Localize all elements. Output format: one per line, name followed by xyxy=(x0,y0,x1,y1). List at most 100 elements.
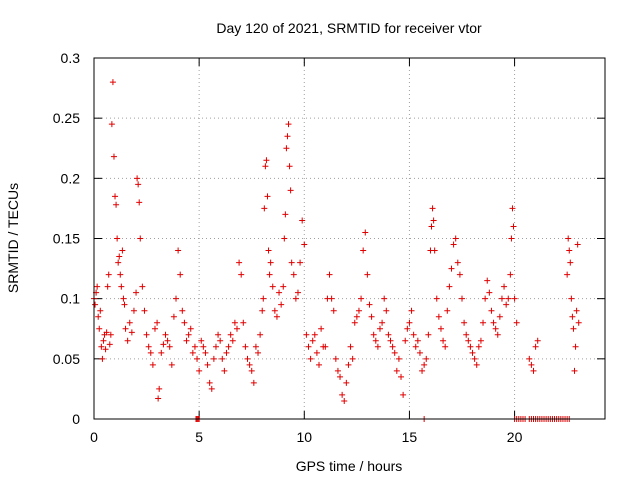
data-point xyxy=(265,247,272,254)
data-point xyxy=(286,163,293,170)
points-layer xyxy=(91,79,582,422)
data-point xyxy=(160,341,167,348)
data-point xyxy=(501,283,508,290)
data-point xyxy=(486,289,493,296)
data-point xyxy=(508,235,515,242)
data-point xyxy=(511,295,518,302)
data-point xyxy=(187,325,194,332)
y-tick-label: 0 xyxy=(72,411,80,427)
data-point xyxy=(282,211,289,218)
data-point xyxy=(419,367,426,374)
data-point xyxy=(416,349,423,356)
data-point xyxy=(154,319,161,326)
data-point xyxy=(456,271,463,278)
x-tick-label: 5 xyxy=(195,429,203,445)
data-point xyxy=(248,367,255,374)
data-point xyxy=(428,223,435,230)
data-point xyxy=(114,235,121,242)
data-point xyxy=(155,395,162,402)
data-point xyxy=(141,307,148,314)
data-point xyxy=(471,355,478,362)
data-point xyxy=(128,329,135,336)
data-point xyxy=(425,331,432,338)
data-point xyxy=(400,391,407,398)
data-point xyxy=(343,379,350,386)
data-point xyxy=(311,331,318,338)
data-point xyxy=(204,361,211,368)
data-point xyxy=(103,329,110,336)
data-point xyxy=(528,361,535,368)
y-tick-label: 0.25 xyxy=(53,110,80,126)
data-point xyxy=(126,319,133,326)
data-point xyxy=(450,241,457,248)
data-point xyxy=(294,289,301,296)
data-point xyxy=(122,325,129,332)
data-point xyxy=(360,247,367,254)
data-point xyxy=(276,289,283,296)
data-point xyxy=(574,241,581,248)
data-point xyxy=(507,271,514,278)
data-point xyxy=(391,349,398,356)
data-point xyxy=(362,229,369,236)
data-point xyxy=(219,355,226,362)
data-point xyxy=(532,343,539,350)
data-point xyxy=(477,337,484,344)
data-point xyxy=(442,343,449,350)
data-point xyxy=(429,205,436,212)
data-point xyxy=(461,319,468,326)
data-point xyxy=(252,343,259,350)
data-point xyxy=(196,367,203,374)
data-point xyxy=(95,313,102,320)
data-point xyxy=(381,295,388,302)
data-point xyxy=(379,319,386,326)
data-point xyxy=(448,265,455,272)
plot-frame xyxy=(93,57,606,420)
data-point xyxy=(104,283,111,290)
data-point xyxy=(431,247,438,254)
data-point xyxy=(107,331,114,338)
data-point xyxy=(168,361,175,368)
data-point xyxy=(303,331,310,338)
y-tick-label: 0.05 xyxy=(53,351,80,367)
data-point xyxy=(376,325,383,332)
data-point xyxy=(225,343,232,350)
data-point xyxy=(480,319,487,326)
data-point xyxy=(143,331,150,338)
data-point xyxy=(393,367,400,374)
x-tick-label: 10 xyxy=(296,429,312,445)
data-point xyxy=(341,397,348,404)
data-point xyxy=(191,343,198,350)
data-point xyxy=(494,331,501,338)
data-point xyxy=(177,271,184,278)
data-point xyxy=(183,337,190,344)
data-point xyxy=(285,121,292,128)
y-tick-label: 0.1 xyxy=(61,291,81,307)
data-point xyxy=(437,325,444,332)
data-point xyxy=(210,355,217,362)
data-point xyxy=(345,361,352,368)
data-point xyxy=(227,331,234,338)
data-point xyxy=(572,343,579,350)
data-point xyxy=(110,153,117,160)
data-point xyxy=(433,295,440,302)
data-point xyxy=(281,235,288,242)
data-point xyxy=(492,325,499,332)
data-point xyxy=(290,271,297,278)
data-point xyxy=(240,319,247,326)
data-point xyxy=(423,355,430,362)
data-point xyxy=(206,379,213,386)
data-point xyxy=(452,235,459,242)
data-point xyxy=(162,331,169,338)
data-point xyxy=(108,121,115,128)
data-point xyxy=(202,349,209,356)
data-point xyxy=(389,343,396,350)
data-point xyxy=(510,223,517,230)
data-point xyxy=(231,319,238,326)
x-tick-label: 20 xyxy=(507,429,523,445)
data-point xyxy=(383,307,390,314)
data-point xyxy=(482,295,489,302)
data-point xyxy=(475,343,482,350)
data-point xyxy=(139,283,146,290)
data-point xyxy=(398,373,405,380)
data-point xyxy=(261,205,268,212)
